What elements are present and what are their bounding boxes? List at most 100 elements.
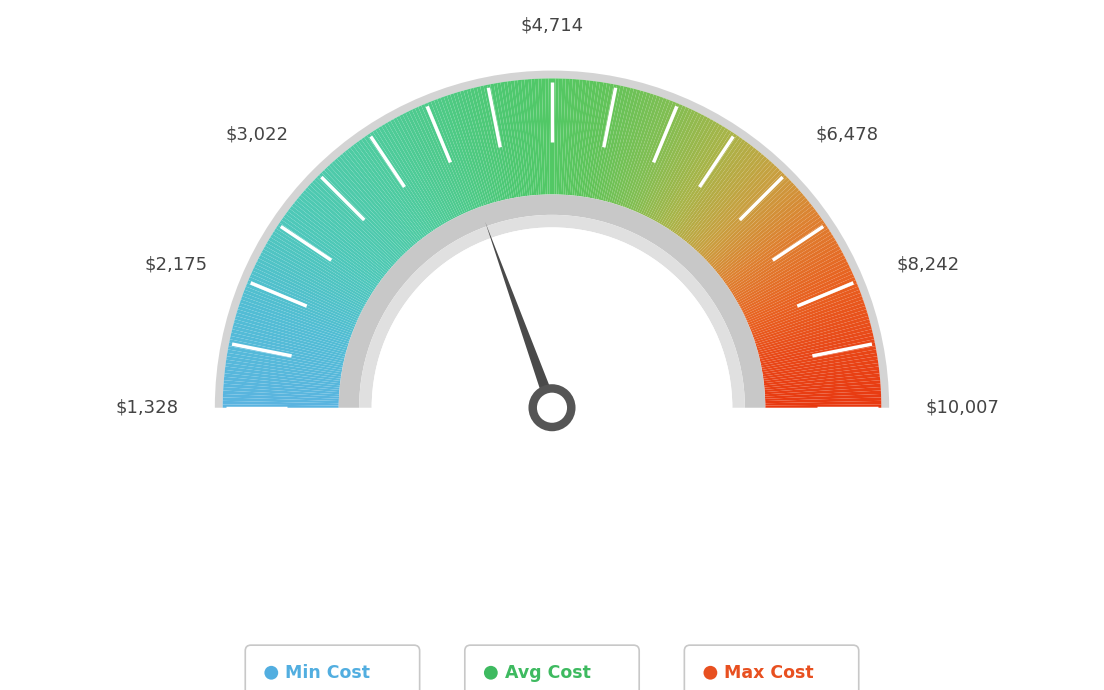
Wedge shape [596,86,624,199]
Wedge shape [594,85,620,199]
Wedge shape [223,394,339,401]
Wedge shape [620,96,660,206]
Wedge shape [765,380,880,392]
Wedge shape [440,97,481,207]
Wedge shape [733,234,834,297]
Wedge shape [765,384,881,395]
Wedge shape [223,387,339,397]
Text: $10,007: $10,007 [925,399,999,417]
Wedge shape [261,252,364,309]
Wedge shape [223,404,339,408]
Wedge shape [474,87,503,201]
Wedge shape [454,92,490,204]
Wedge shape [764,370,880,386]
Wedge shape [361,137,431,234]
Wedge shape [331,161,411,249]
Wedge shape [756,313,868,348]
Wedge shape [601,87,630,201]
Wedge shape [226,356,341,377]
Text: $1,328: $1,328 [116,399,179,417]
Wedge shape [762,353,878,375]
Wedge shape [657,121,716,223]
Wedge shape [722,208,816,281]
Wedge shape [231,333,344,361]
Wedge shape [437,98,480,208]
Wedge shape [225,359,341,379]
Wedge shape [370,132,436,230]
Wedge shape [765,387,881,397]
Wedge shape [258,255,363,311]
Wedge shape [559,79,565,195]
Wedge shape [225,363,341,381]
Wedge shape [563,79,573,195]
Wedge shape [753,296,863,337]
Wedge shape [284,214,380,284]
Wedge shape [612,92,647,204]
Wedge shape [348,148,422,241]
Wedge shape [444,96,484,206]
Wedge shape [339,195,765,408]
Wedge shape [731,228,830,293]
Wedge shape [243,290,353,333]
FancyBboxPatch shape [684,645,859,690]
Wedge shape [524,79,537,195]
Wedge shape [415,107,465,214]
Wedge shape [278,223,375,290]
Wedge shape [607,90,640,202]
Wedge shape [740,252,843,309]
Wedge shape [339,154,416,245]
Wedge shape [665,128,729,228]
Wedge shape [246,284,354,329]
Wedge shape [679,144,751,238]
Wedge shape [315,177,400,260]
Wedge shape [247,280,355,327]
Wedge shape [539,79,545,195]
Wedge shape [329,163,410,250]
Wedge shape [703,175,787,259]
Wedge shape [715,195,806,272]
Wedge shape [224,373,340,388]
Wedge shape [364,135,432,233]
FancyBboxPatch shape [465,645,639,690]
Wedge shape [667,130,731,229]
Wedge shape [737,246,840,305]
Wedge shape [765,401,881,406]
Wedge shape [755,306,867,344]
Wedge shape [267,240,369,301]
Wedge shape [549,79,552,195]
Text: Max Cost: Max Cost [724,664,814,682]
Wedge shape [497,83,519,197]
Wedge shape [493,83,517,198]
Wedge shape [724,214,820,284]
Wedge shape [682,148,756,241]
Wedge shape [718,201,810,275]
Wedge shape [643,110,696,216]
Wedge shape [294,201,386,275]
Wedge shape [434,99,478,208]
Wedge shape [531,79,541,195]
Wedge shape [460,90,495,203]
Wedge shape [734,237,836,299]
Wedge shape [709,185,797,265]
Text: $8,242: $8,242 [896,256,960,274]
Wedge shape [245,286,353,331]
Wedge shape [554,79,559,195]
Wedge shape [751,286,859,331]
Wedge shape [490,83,514,198]
Wedge shape [694,163,775,250]
Wedge shape [450,93,488,205]
Wedge shape [626,99,670,208]
Wedge shape [242,293,352,335]
Wedge shape [647,112,701,218]
Wedge shape [603,88,634,201]
Wedge shape [651,116,708,220]
Wedge shape [587,83,611,198]
Wedge shape [640,108,692,215]
Wedge shape [225,366,340,383]
Wedge shape [344,150,420,242]
Wedge shape [226,353,342,375]
Wedge shape [223,397,339,403]
Wedge shape [565,79,576,195]
Wedge shape [764,373,880,388]
Wedge shape [262,249,365,307]
